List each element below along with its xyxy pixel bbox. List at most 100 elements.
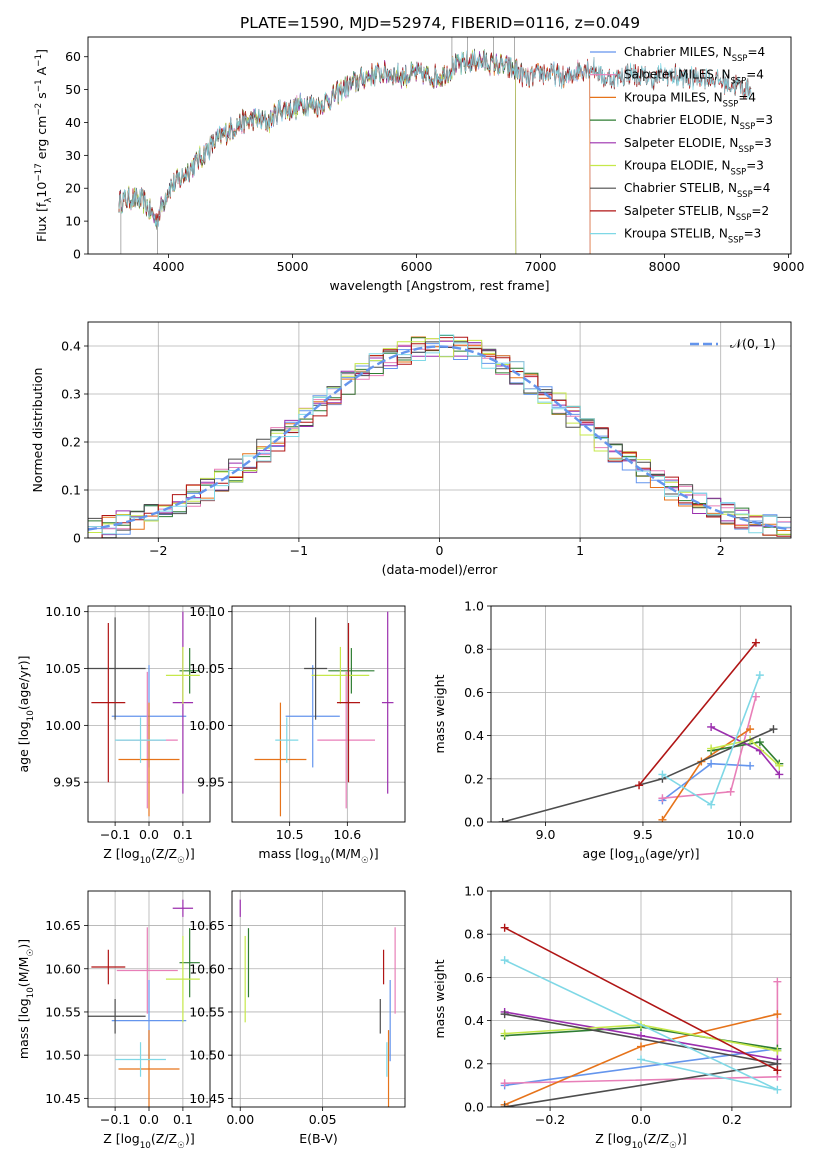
legend-label: Kroupa STELIB, NSSP=3	[624, 227, 761, 245]
weight-lines	[498, 638, 784, 822]
weight-marker	[746, 761, 755, 770]
legend-label: Chabrier ELODIE, NSSP=3	[624, 113, 773, 131]
y-tick-label: 1.0	[464, 884, 484, 899]
x-tick-label: 9.5	[633, 827, 653, 842]
weight-marker	[658, 794, 667, 803]
spectrum-series-8	[118, 50, 752, 228]
y-tick-label: 0.0	[464, 815, 484, 830]
y-tick-label: 0.2	[61, 435, 81, 450]
x-axis-label: mass [log10(M/M☉)]	[258, 846, 378, 866]
weight-marker	[746, 725, 755, 734]
spectrum-lines	[118, 37, 752, 254]
y-axis-label: age [log10(age/yr)]	[16, 655, 36, 772]
axes-frame	[231, 605, 406, 823]
legend-label: Salpeter MILES, NSSP=4	[624, 68, 764, 86]
y-axis-label: Normed distribution	[30, 368, 45, 493]
y-tick-label: 1.0	[464, 599, 484, 614]
x-tick-label: −1	[290, 543, 308, 558]
y-tick-label: 0	[73, 247, 81, 262]
x-tick-label: −0.1	[100, 827, 130, 842]
y-tick-label: 10.45	[45, 1091, 81, 1106]
y-tick-label: 0.3	[61, 387, 81, 402]
weight-marker	[755, 671, 764, 680]
y-tick-label: 30	[65, 148, 81, 163]
histogram-series-8	[88, 334, 791, 535]
y-tick-label: 40	[65, 115, 81, 130]
weight-marker	[773, 977, 782, 986]
x-tick-label: 7000	[525, 259, 557, 274]
x-axis-label: Z [log10(Z/Z☉)]	[103, 846, 194, 866]
spectrum-panel: 4000 5000 6000 7000 8000 9000 0 10 20 30 40 50 60 wav…	[34, 36, 805, 293]
metallicity-age-panel: −0.1 0.0 0.1 9.95 10.00 10.05 10.10 Z [log10(Z/…	[16, 604, 211, 866]
y-axis-label: mass weight	[432, 959, 447, 1038]
age-mass-weight-panel: 9.0 9.5 10.0 0.0 0.2 0.4 0.6 0.8 1.0 age [log10(a…	[432, 599, 792, 866]
x-tick-label: 0.0	[631, 1112, 651, 1127]
y-tick-label: 10.65	[189, 918, 225, 933]
error-bars	[254, 611, 394, 817]
y-axis-label: mass weight	[432, 674, 447, 753]
weight-marker	[500, 1010, 509, 1019]
weight-marker	[773, 1046, 782, 1055]
metallicity-mass-weight-panel: −0.2 0.0 0.2 0.0 0.2 0.4 0.6 0.8 1.0 Z [log10(Z/Z…	[432, 884, 792, 1151]
residual-histogram-panel: −2 −1 0 1 2 0 0.1 0.2 0.3 0.4 (data-model)/error No…	[30, 321, 792, 577]
x-tick-label: 0.1	[173, 827, 193, 842]
normal-curve	[88, 345, 791, 531]
x-tick-label: 0.00	[226, 1112, 254, 1127]
y-tick-label: 0.2	[464, 1056, 484, 1071]
extinction-mass-panel: 0.00 0.05 10.45 10.50 10.55 10.60 10.65 E(B-V)	[189, 890, 406, 1146]
y-tick-label: 10.65	[45, 918, 81, 933]
weight-marker	[773, 1085, 782, 1094]
weight-series-7	[504, 926, 778, 1072]
legend-label: Salpeter ELODIE, NSSP=3	[624, 136, 772, 154]
histogram-steps	[88, 334, 791, 538]
x-tick-label: 9000	[773, 259, 805, 274]
weight-marker	[775, 761, 784, 770]
weight-marker	[637, 1042, 645, 1051]
weight-marker	[769, 725, 778, 734]
y-tick-label: 10	[65, 214, 81, 229]
y-tick-label: 0.4	[61, 339, 81, 354]
y-tick-label: 0.6	[464, 685, 484, 700]
weight-marker	[755, 738, 764, 747]
weight-series-7	[638, 642, 757, 786]
y-tick-label: 9.95	[197, 775, 225, 790]
x-axis-label: wavelength [Angstrom, rest frame]	[329, 278, 549, 293]
x-tick-label: 0.0	[139, 1112, 159, 1127]
weight-marker	[707, 722, 716, 731]
y-tick-label: 10.55	[189, 1004, 225, 1019]
x-tick-label: 0.05	[309, 1112, 337, 1127]
y-tick-label: 10.50	[189, 1048, 225, 1063]
y-tick-label: 10.00	[189, 718, 225, 733]
weight-marker	[498, 818, 507, 822]
x-axis-label: E(B-V)	[299, 1131, 338, 1146]
weight-marker	[637, 1055, 645, 1064]
error-bars	[88, 899, 200, 1107]
x-tick-label: 10.5	[276, 827, 304, 842]
x-tick-label: 8000	[649, 259, 681, 274]
axes-frame	[490, 605, 792, 823]
weight-marker	[775, 770, 784, 779]
legend-label: 𝒩(0, 1)	[730, 336, 776, 351]
y-tick-label: 20	[65, 181, 81, 196]
legend-label: Kroupa ELODIE, NSSP=3	[624, 159, 764, 177]
legend-label: Chabrier MILES, NSSP=4	[624, 45, 765, 63]
weight-marker	[500, 956, 509, 965]
axes-frame	[87, 321, 792, 539]
y-tick-label: 10.05	[189, 661, 225, 676]
metallicity-mass-panel: −0.1 0.0 0.1 10.45 10.50 10.55 10.60 10.65 Z [lo…	[16, 890, 211, 1151]
y-tick-label: 0.1	[61, 483, 81, 498]
x-tick-label: 0.0	[139, 827, 159, 842]
weight-marker	[707, 759, 716, 768]
x-tick-label: 10.0	[726, 827, 754, 842]
x-axis-label: age [log10(age/yr)]	[582, 846, 699, 866]
figure-title: PLATE=1590, MJD=52974, FIBERID=0116, z=0…	[240, 14, 640, 32]
weight-marker	[635, 781, 644, 790]
weight-marker	[773, 1066, 782, 1075]
y-tick-label: 10.50	[45, 1048, 81, 1063]
x-tick-label: −0.2	[535, 1112, 565, 1127]
x-tick-label: 9.0	[536, 827, 556, 842]
x-tick-label: 4000	[153, 259, 185, 274]
y-tick-label: 10.10	[45, 604, 81, 619]
y-tick-label: 0.4	[464, 1013, 484, 1028]
y-tick-label: 10.60	[189, 961, 225, 976]
